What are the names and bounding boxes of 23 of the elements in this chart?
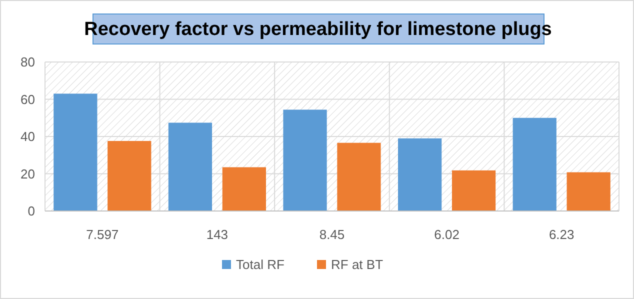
x-tick-label: 7.597 bbox=[86, 227, 119, 242]
chart-title: Recovery factor vs permeability for limestone plugs bbox=[84, 19, 552, 40]
legend-label: Total RF bbox=[236, 257, 284, 272]
legend-label: RF at BT bbox=[331, 257, 384, 272]
y-tick-label: 0 bbox=[28, 204, 35, 219]
x-tick-label: 6.02 bbox=[434, 227, 460, 242]
bar bbox=[512, 118, 556, 211]
x-tick-label: 8.45 bbox=[319, 227, 345, 242]
bar bbox=[566, 172, 610, 211]
bar bbox=[54, 94, 98, 211]
bar bbox=[168, 122, 212, 211]
bar bbox=[283, 110, 327, 211]
x-tick-label: 6.23 bbox=[548, 227, 574, 242]
bar bbox=[222, 167, 266, 211]
bar bbox=[452, 170, 496, 211]
y-tick-label: 20 bbox=[20, 166, 35, 182]
bar bbox=[108, 140, 152, 211]
x-tick-label: 143 bbox=[206, 227, 228, 242]
y-tick-label: 60 bbox=[20, 92, 35, 107]
y-tick-label: 40 bbox=[20, 129, 35, 144]
bar bbox=[337, 142, 381, 211]
y-tick-label: 80 bbox=[20, 54, 35, 70]
bar bbox=[398, 138, 442, 211]
